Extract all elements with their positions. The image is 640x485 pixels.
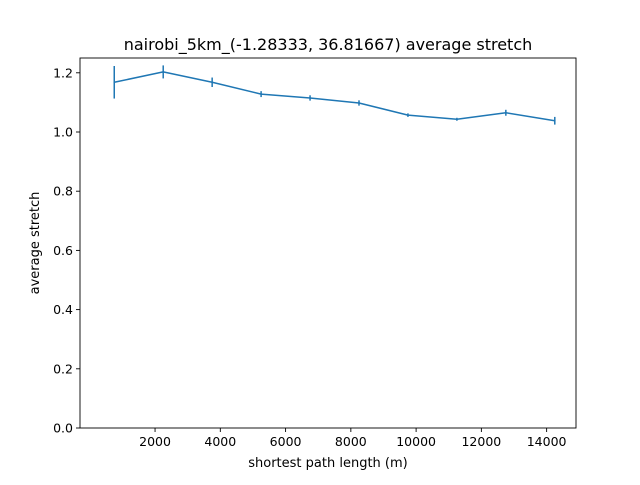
data-point — [553, 119, 556, 122]
y-tick-label: 0.8 — [53, 184, 73, 199]
y-axis-label: average stretch — [28, 192, 43, 295]
x-tick-label: 8000 — [335, 434, 367, 449]
x-tick-label: 4000 — [204, 434, 236, 449]
x-axis: 2000 4000 6000 8000 10000 12000 14000 — [139, 428, 567, 449]
x-tick-label: 2000 — [139, 434, 171, 449]
data-point — [358, 102, 360, 104]
y-tick-label: 1.0 — [53, 125, 73, 140]
y-tick-label: 0.2 — [53, 361, 73, 376]
data-point — [260, 93, 262, 95]
data-point — [505, 111, 507, 114]
x-tick-label: 6000 — [270, 434, 302, 449]
data-point — [407, 114, 409, 116]
data-point — [113, 81, 116, 84]
x-tick-label: 10000 — [396, 434, 436, 449]
axes-frame — [79, 57, 577, 429]
data-point — [162, 71, 165, 73]
data-point — [211, 81, 213, 84]
y-axis: 0.0 0.2 0.4 0.6 0.8 1.0 1.2 — [53, 65, 80, 436]
plot-area — [113, 65, 556, 125]
data-point — [309, 97, 311, 99]
chart-title: nairobi_5km_(-1.28333, 36.81667) average… — [124, 35, 533, 55]
x-axis-label: shortest path length (m) — [248, 456, 407, 471]
y-tick-label: 0.4 — [53, 302, 73, 317]
series-line — [114, 71, 555, 122]
y-tick-label: 0.0 — [53, 421, 73, 436]
x-tick-label: 14000 — [527, 434, 567, 449]
y-tick-label: 0.6 — [53, 243, 73, 258]
data-point — [456, 118, 458, 121]
x-tick-label: 12000 — [461, 434, 501, 449]
y-tick-label: 1.2 — [53, 65, 73, 80]
